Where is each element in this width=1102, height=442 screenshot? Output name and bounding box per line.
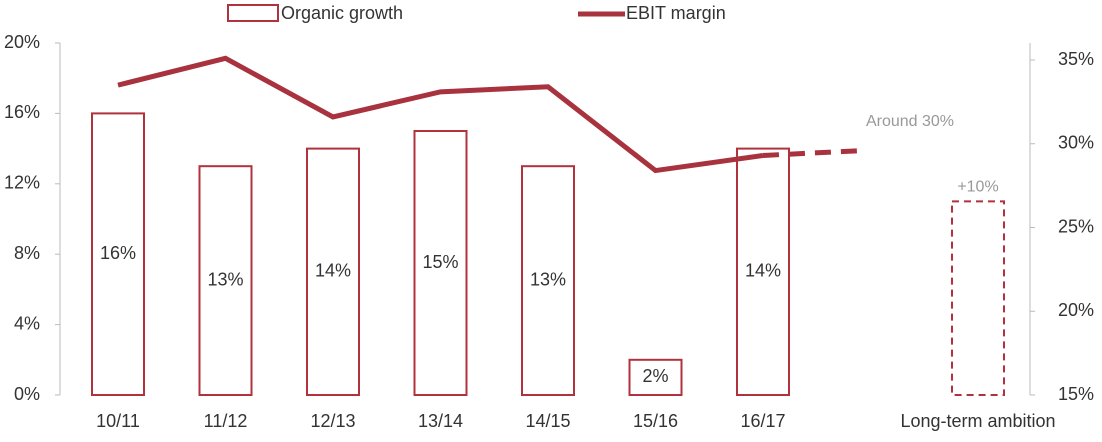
bar — [413, 130, 468, 396]
legend-label: EBIT margin — [626, 3, 726, 23]
y-tick-label: 12% — [4, 173, 40, 193]
legend-swatch-bars — [227, 4, 279, 22]
x-tick-label: 11/12 — [204, 411, 248, 431]
x-tick-label: Long-term ambition — [900, 411, 1055, 431]
x-tick-label: 14/15 — [525, 411, 570, 431]
line-target — [762, 147, 866, 158]
x-tick-label: 12/13 — [310, 411, 355, 431]
bar — [628, 358, 683, 396]
y2-tick-label: 35% — [1058, 49, 1094, 69]
bar-value-label: 14% — [315, 261, 351, 281]
y-tick-label: 8% — [14, 243, 40, 263]
line-series — [117, 55, 764, 174]
bar — [951, 200, 1005, 396]
annotation: Around 30% — [866, 113, 954, 130]
bar-value-label: 13% — [207, 269, 243, 289]
bar — [198, 165, 253, 396]
y2-tick-label: 20% — [1058, 300, 1094, 320]
bar — [736, 147, 790, 396]
legend-label: Organic growth — [281, 3, 403, 23]
x-tick-label: 16/17 — [740, 411, 785, 431]
y2-tick-label: 25% — [1058, 216, 1094, 236]
y-tick-label: 0% — [14, 384, 40, 404]
bar — [521, 165, 575, 396]
x-tick-label: 10/11 — [96, 411, 140, 431]
annotation: +10% — [957, 179, 998, 196]
x-tick-label: 15/16 — [633, 411, 678, 431]
bar-value-label: 13% — [530, 269, 566, 289]
y2-tick-label: 30% — [1058, 133, 1094, 153]
x-tick-label: 13/14 — [418, 411, 463, 431]
bar-value-label: 15% — [422, 252, 458, 272]
bar — [91, 112, 145, 397]
bar-value-label: 14% — [745, 261, 781, 281]
bar-value-label: 16% — [100, 243, 136, 263]
y2-tick-label: 15% — [1058, 384, 1094, 404]
y-tick-label: 16% — [4, 102, 40, 122]
y-tick-label: 4% — [14, 313, 40, 333]
bar — [306, 147, 360, 396]
bar-value-label: 2% — [642, 366, 668, 386]
y-tick-label: 20% — [4, 32, 40, 52]
